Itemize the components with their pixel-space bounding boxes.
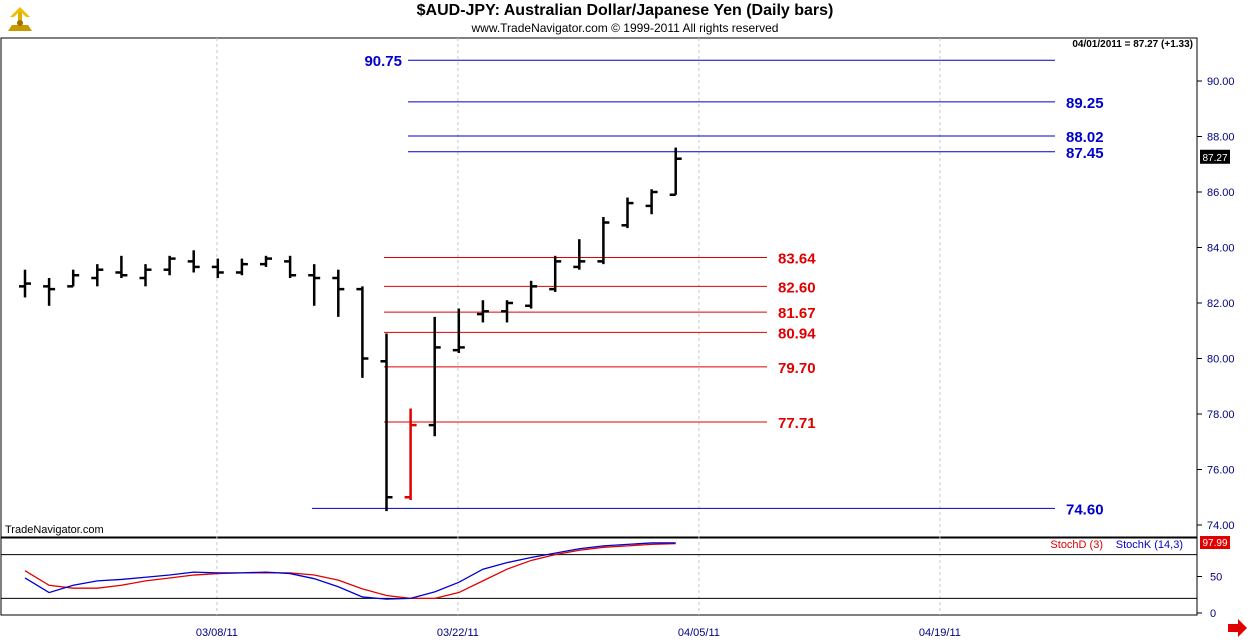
- stochastic-panel: 50 0 StochD (3) StochK (14,3) 97.99: [1, 536, 1230, 620]
- ohlc-bar: [597, 216, 610, 265]
- price-tick-label: 80.00: [1207, 354, 1235, 366]
- price-tick-label: 74.00: [1207, 520, 1235, 532]
- stoch-last-label: 97.99: [1202, 538, 1227, 549]
- level-label: 88.02: [1066, 129, 1104, 146]
- ohlc-bar: [380, 333, 393, 512]
- date-tick-label: 03/08/11: [196, 627, 238, 639]
- main-plot-frame: [0, 37, 1198, 538]
- price-tick-label: 84.00: [1207, 243, 1235, 255]
- ohlc-bar: [43, 278, 56, 306]
- ohlc-bar: [645, 189, 658, 215]
- ohlc-bar: [669, 147, 682, 197]
- ohlc-bar: [139, 264, 152, 287]
- price-axis: 74.00 76.00 78.00 80.00 82.00 84.00 86.00 88.00…: [1197, 76, 1235, 532]
- level-label: 82.60: [778, 279, 816, 296]
- ohlc-bar: [163, 255, 176, 276]
- chart-title: $AUD-JPY: Australian Dollar/Japanese Yen…: [416, 2, 834, 19]
- ohlc-bar: [573, 239, 586, 270]
- ohlc-bar: [308, 264, 321, 306]
- stoch-legend-d: StochD (3): [1050, 539, 1103, 551]
- stoch-last-box: [1200, 536, 1230, 549]
- last-price-info: 04/01/2011 = 87.27 (+1.33): [1072, 39, 1193, 50]
- price-tick-label: 86.00: [1207, 187, 1235, 199]
- stoch-legend-k: StochK (14,3): [1116, 539, 1183, 551]
- stoch-series-line: [24, 543, 676, 600]
- price-tick-label: 76.00: [1207, 465, 1235, 477]
- price-tick-label: 88.00: [1207, 132, 1235, 144]
- level-label: 81.67: [778, 305, 816, 322]
- price-bars: [19, 147, 682, 512]
- date-tick-label: 04/05/11: [678, 627, 720, 639]
- ohlc-bar: [67, 269, 80, 288]
- last-price-label: 87.27: [1202, 153, 1227, 164]
- ohlc-bar: [235, 258, 248, 276]
- price-tick-label: 82.00: [1207, 298, 1235, 310]
- level-label: 90.75: [364, 53, 402, 70]
- ohlc-bar: [260, 255, 272, 267]
- stoch-tick-label: 50: [1210, 572, 1222, 584]
- trade-navigator-logo-icon: [4, 3, 36, 35]
- stoch-series-line: [24, 542, 676, 600]
- level-label: 89.25: [1066, 95, 1104, 112]
- ohlc-bar: [211, 258, 224, 279]
- ohlc-bar: [525, 280, 538, 309]
- ohlc-bar: [91, 264, 104, 287]
- ohlc-bar: [476, 300, 489, 323]
- level-label: 80.94: [778, 325, 816, 342]
- ohlc-bar: [284, 255, 297, 279]
- level-label: 87.45: [1066, 145, 1104, 162]
- ohlc-bar: [19, 269, 31, 298]
- ohlc-bar: [115, 255, 128, 279]
- scroll-right-arrow-icon[interactable]: [1228, 619, 1247, 637]
- date-tick-label: 03/22/11: [437, 627, 479, 639]
- gridlines: [216, 38, 941, 615]
- ohlc-bar: [187, 250, 200, 273]
- ohlc-bar: [621, 197, 634, 229]
- ohlc-bar: [501, 300, 513, 323]
- level-label: 77.71: [778, 415, 816, 432]
- level-label: 79.70: [778, 360, 816, 377]
- ohlc-bar: [404, 408, 417, 501]
- date-axis: 03/08/11 03/22/11 04/05/11 04/19/11: [196, 627, 961, 639]
- chart-subtitle: www.TradeNavigator.com © 1999-2011 All r…: [471, 21, 779, 35]
- price-tick-label: 90.00: [1207, 76, 1235, 88]
- price-tick-label: 78.00: [1207, 409, 1235, 421]
- level-label: 74.60: [1066, 501, 1104, 518]
- last-price-box: [1200, 149, 1230, 164]
- ohlc-bar: [356, 286, 369, 378]
- ohlc-bar: [332, 269, 345, 317]
- date-tick-label: 04/19/11: [919, 627, 961, 639]
- ohlc-bar: [428, 316, 441, 437]
- ohlc-bar: [452, 308, 465, 353]
- watermark-text: TradeNavigator.com: [5, 524, 104, 536]
- stoch-tick-label: 0: [1210, 608, 1216, 620]
- ohlc-bar: [549, 255, 562, 292]
- level-label: 83.64: [778, 250, 816, 267]
